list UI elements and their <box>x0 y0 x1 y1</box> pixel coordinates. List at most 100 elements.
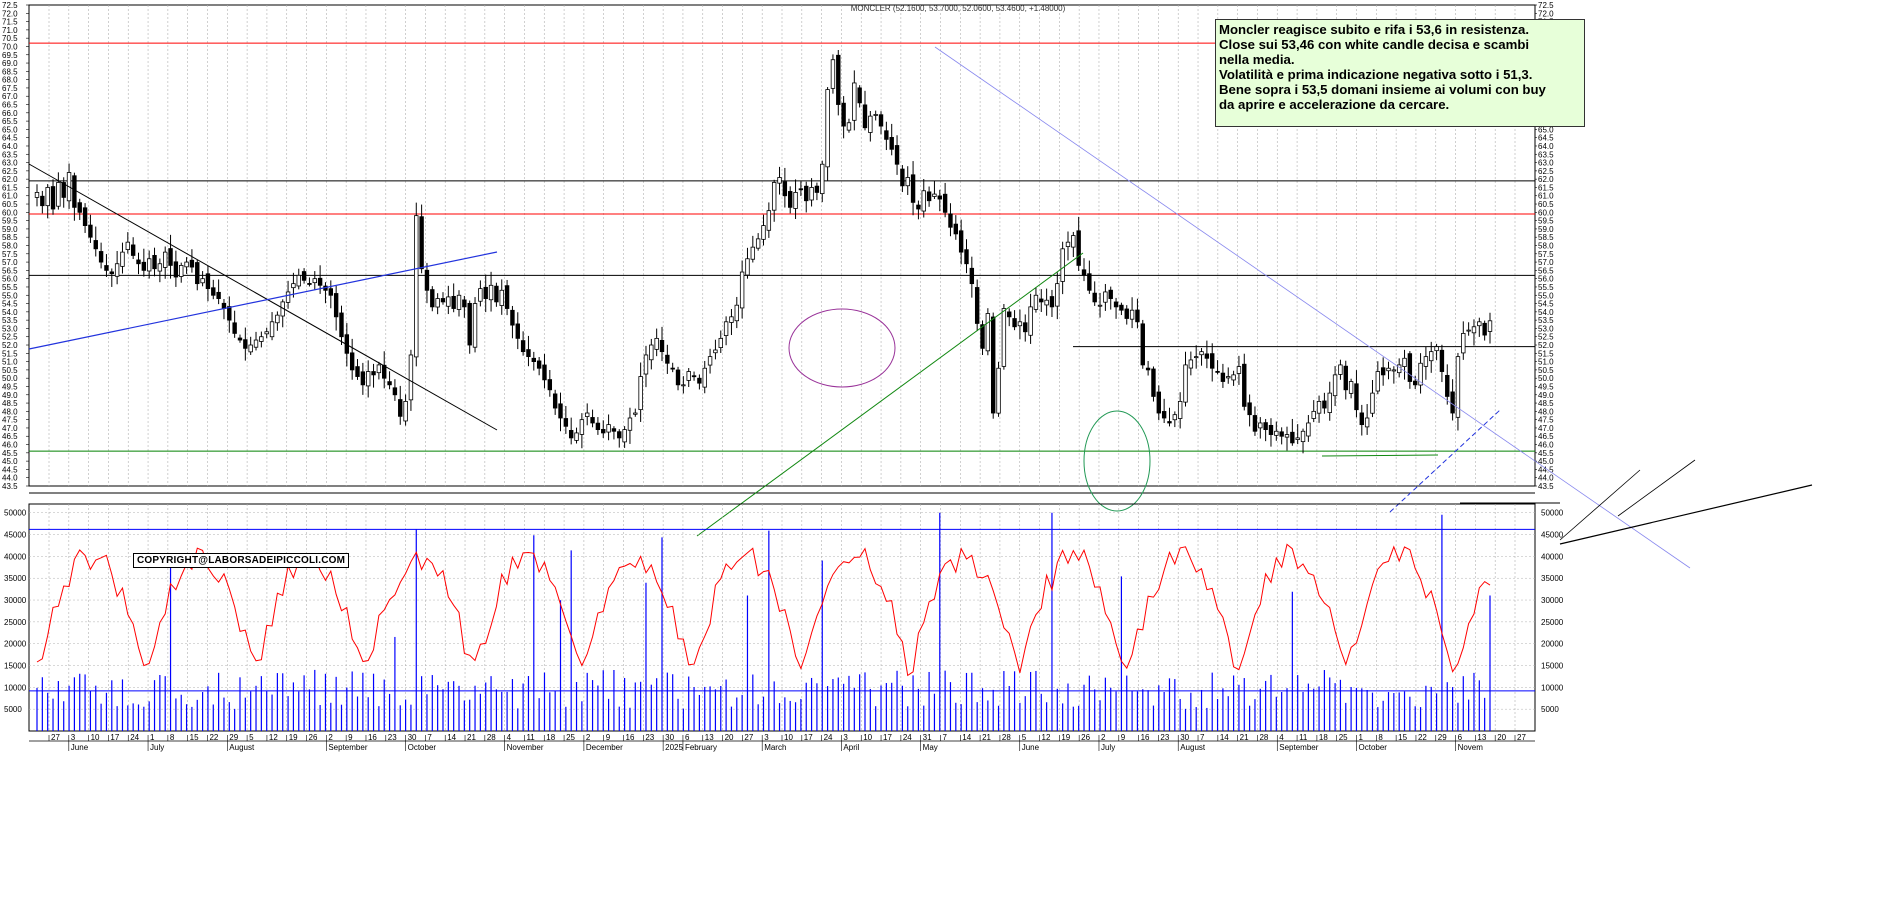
candle <box>1343 365 1348 391</box>
candle <box>1455 356 1461 418</box>
date-tick-label: 8 <box>1378 733 1383 742</box>
date-tick-label: 10 <box>863 733 872 742</box>
candle <box>371 371 376 376</box>
candle <box>1434 346 1439 352</box>
candle <box>1327 392 1332 413</box>
price-tick-label: 46.5 <box>2 432 18 441</box>
date-tick-label: 3 <box>764 733 769 742</box>
candle <box>307 283 312 285</box>
price-tick-label: 45.5 <box>1538 449 1554 458</box>
candle <box>1439 349 1445 372</box>
price-tick-label: 48.0 <box>1538 407 1554 416</box>
price-tick-label: 44.5 <box>2 465 18 474</box>
candle <box>745 258 750 276</box>
candle <box>1487 320 1493 332</box>
candle <box>985 313 991 352</box>
candle <box>910 174 916 203</box>
date-tick-label: 7 <box>1200 733 1205 742</box>
price-tick-label: 63.5 <box>1538 150 1554 159</box>
candle <box>184 261 189 268</box>
candle <box>483 286 488 299</box>
candle <box>921 190 926 212</box>
ellipse-highlight-green <box>1083 410 1151 512</box>
price-tick-label: 55.0 <box>1538 291 1554 300</box>
commentary-line-6: da aprire e accelerazione da cercare. <box>1219 97 1450 112</box>
price-tick-label: 68.5 <box>2 67 18 76</box>
candle <box>269 321 275 338</box>
candle <box>718 337 723 349</box>
candle <box>542 364 547 381</box>
candle <box>841 102 846 127</box>
date-tick-label: 3 <box>843 733 848 742</box>
date-tick-label: 29 <box>1438 733 1447 742</box>
candle <box>686 371 691 381</box>
price-tick-label: 50.5 <box>2 366 18 375</box>
candle <box>857 87 862 104</box>
date-tick-label: 27 <box>744 733 753 742</box>
candle <box>1284 434 1290 438</box>
date-tick-label: 28 <box>487 733 496 742</box>
trendline-black-down <box>28 163 498 431</box>
month-label: November <box>507 743 544 752</box>
candle <box>382 364 387 379</box>
date-tick-label: 11 <box>526 733 535 742</box>
candle <box>456 294 462 310</box>
candle <box>1466 329 1471 332</box>
candle <box>878 114 884 127</box>
candle <box>665 354 670 364</box>
price-tick-label: 47.0 <box>2 424 18 433</box>
price-tick-label: 57.5 <box>1538 250 1554 259</box>
volume-tick-label: 30000 <box>1541 596 1564 605</box>
candle <box>739 271 745 309</box>
candle <box>905 177 910 187</box>
price-tick-label: 45.0 <box>1538 457 1554 466</box>
candle <box>654 337 659 350</box>
price-tick-label: 62.0 <box>1538 175 1554 184</box>
volume-average-line <box>36 543 1491 677</box>
candle <box>1210 353 1215 369</box>
commentary-line-2: Close sui 53,46 con white candle decisa … <box>1219 37 1530 52</box>
price-tick-label: 49.0 <box>1538 391 1554 400</box>
candle <box>1471 326 1477 334</box>
candle <box>349 352 355 371</box>
price-tick-label: 66.0 <box>2 109 18 118</box>
date-tick-label: 12 <box>269 733 278 742</box>
price-tick-label: 49.0 <box>2 391 18 400</box>
month-label: December <box>586 743 623 752</box>
candle <box>958 230 964 253</box>
volume-panel: 5000 5000 10000 10000 15000 15000 20000 20000 25… <box>4 503 1564 732</box>
price-tick-label: 66.5 <box>2 101 18 110</box>
price-tick-label: 48.5 <box>1538 399 1554 408</box>
candle <box>1364 417 1370 428</box>
candle <box>88 224 93 238</box>
price-tick-label: 53.0 <box>1538 324 1554 333</box>
commentary-line-1: Moncler reagisce subito e rifa i 53,6 in… <box>1219 22 1530 37</box>
date-tick-label: 7 <box>427 733 432 742</box>
candle <box>387 381 392 386</box>
candle <box>1252 415 1258 432</box>
month-label: September <box>1279 743 1318 752</box>
price-tick-label: 51.0 <box>2 358 18 367</box>
candle <box>1306 422 1311 437</box>
date-tick-label: 7 <box>942 733 947 742</box>
candle <box>601 428 606 434</box>
date-tick-label: 21 <box>982 733 991 742</box>
candle <box>1108 289 1113 299</box>
date-tick-label: 13 <box>1477 733 1486 742</box>
candle <box>392 387 398 396</box>
price-tick-label: 45.0 <box>2 457 18 466</box>
price-tick-label: 58.5 <box>1538 233 1554 242</box>
candle <box>1375 371 1381 392</box>
candle <box>916 204 921 210</box>
date-tick-label: 18 <box>1319 733 1328 742</box>
date-tick-label: 20 <box>725 733 734 742</box>
candle <box>40 195 45 207</box>
candle <box>285 291 291 303</box>
candle <box>430 289 435 308</box>
candle <box>771 182 777 211</box>
candle <box>873 114 878 116</box>
candle <box>1129 309 1135 320</box>
candle <box>424 269 430 291</box>
candle <box>504 285 510 309</box>
candle <box>558 403 563 419</box>
